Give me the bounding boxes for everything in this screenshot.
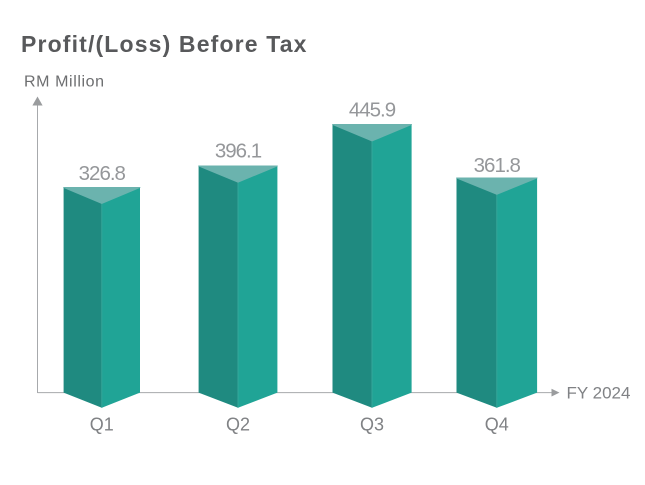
svg-text:Q3: Q3 (360, 415, 384, 435)
svg-text:396.1: 396.1 (215, 139, 262, 162)
svg-text:RM Million: RM Million (24, 74, 105, 91)
svg-text:Q1: Q1 (90, 415, 114, 435)
svg-text:361.8: 361.8 (474, 154, 521, 177)
svg-text:Q2: Q2 (226, 415, 250, 435)
svg-text:326.8: 326.8 (79, 162, 126, 185)
svg-text:FY 2024: FY 2024 (567, 384, 631, 403)
svg-text:Profit/(Loss) Before Tax: Profit/(Loss) Before Tax (21, 31, 308, 57)
svg-text:Q4: Q4 (485, 415, 509, 435)
svg-text:445.9: 445.9 (349, 99, 396, 122)
